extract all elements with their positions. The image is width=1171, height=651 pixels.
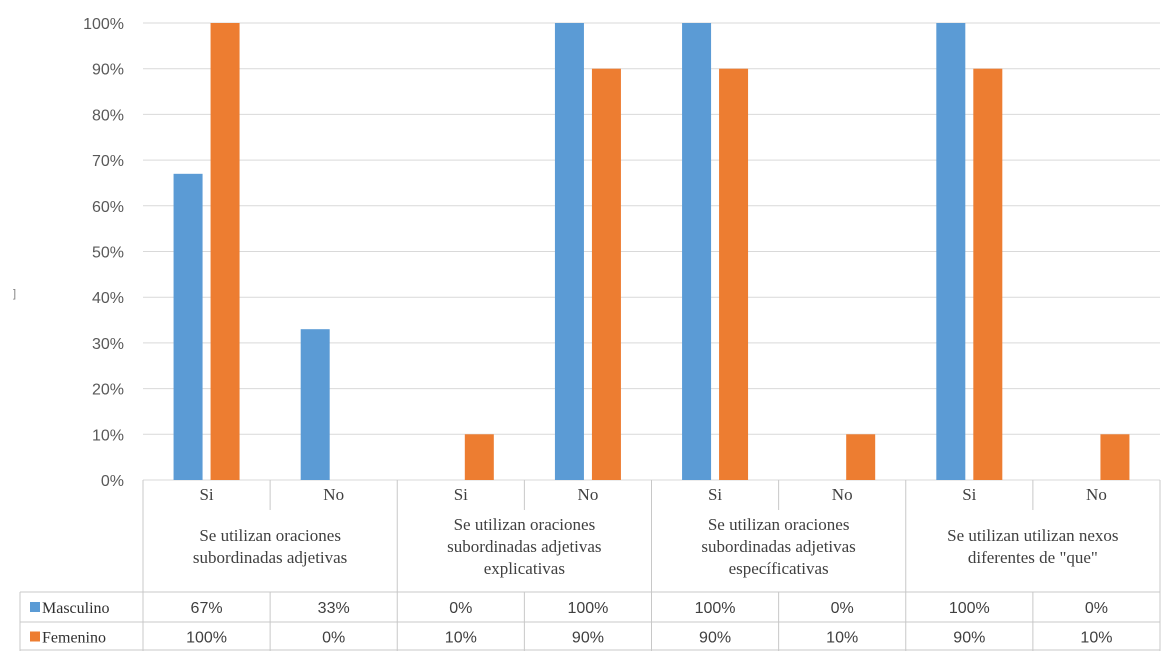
legend-key-femenino (30, 631, 40, 642)
group-label-line: subordinadas adjetivas (193, 548, 347, 567)
y-tick-label: 90% (92, 62, 124, 79)
bar-femenino-3 (591, 68, 621, 480)
group-label-line: Se utilizan oraciones (454, 515, 596, 534)
bar-femenino-2 (464, 434, 494, 480)
data-label: 0% (831, 600, 854, 617)
y-tick-label: 70% (92, 153, 124, 170)
data-label: 10% (1080, 630, 1112, 647)
y-tick-label: 40% (92, 290, 124, 307)
data-label: 100% (695, 600, 736, 617)
category-label: Si (962, 485, 976, 504)
y-tick-label: 20% (92, 382, 124, 399)
bar-masculino-1 (300, 329, 330, 480)
bar-femenino-4 (719, 68, 749, 480)
category-label: No (1086, 485, 1107, 504)
category-label: No (578, 485, 599, 504)
data-table: Si No Si No Si No Si No Se utilizan oraciones sub… (19, 480, 1161, 651)
data-label: 0% (322, 630, 345, 647)
group-label-line: Se utilizan utilizan nexos (947, 526, 1118, 545)
group-label: Se utilizan oraciones subordinadas adjeti… (447, 515, 601, 578)
data-label: 100% (949, 600, 990, 617)
legend-key-masculino (30, 602, 40, 612)
y-tick-label: 30% (92, 336, 124, 353)
legend-label-masculino: Masculino (42, 600, 110, 617)
bar-masculino-0 (173, 173, 203, 480)
bar-femenino-6 (973, 68, 1003, 480)
y-axis-ticks: 0% 10% 20% 30% 40% 50% 60% 70% 80% 90% 100% (83, 16, 124, 490)
y-tick-label: 0% (101, 473, 124, 490)
y-tick-label: 60% (92, 199, 124, 216)
data-label: 90% (572, 630, 604, 647)
y-tick-label: 80% (92, 107, 124, 124)
group-label: Se utilizan oraciones subordinadas adjeti… (193, 526, 347, 567)
data-label: 100% (567, 600, 608, 617)
category-label: No (832, 485, 853, 504)
category-label: Si (708, 485, 722, 504)
data-label: 90% (953, 630, 985, 647)
group-label: Se utilizan oraciones subordinadas adjeti… (701, 515, 855, 578)
y-tick-label: 100% (83, 16, 124, 33)
bar-femenino-7 (1100, 434, 1130, 480)
data-label: 0% (449, 600, 472, 617)
legend-label-femenino: Femenino (42, 630, 106, 647)
stray-mark: ] (13, 288, 16, 300)
category-label: No (323, 485, 344, 504)
group-label-line: subordinadas adjetivas (447, 537, 601, 556)
group-label-line: Se utilizan oraciones (199, 526, 341, 545)
category-label: Si (454, 485, 468, 504)
data-label: 10% (445, 630, 477, 647)
bar-masculino-6 (936, 23, 966, 480)
group-label-line: Se utilizan oraciones (708, 515, 850, 534)
data-label: 67% (191, 600, 223, 617)
group-label-line: diferentes de "que" (968, 548, 1098, 567)
group-label-line: subordinadas adjetivas (701, 537, 855, 556)
y-tick-label: 10% (92, 427, 124, 444)
group-label-line: explicativas (484, 559, 565, 578)
data-label: 33% (318, 600, 350, 617)
group-label: Se utilizan utilizan nexos diferentes de … (947, 526, 1118, 567)
data-label: 10% (826, 630, 858, 647)
data-label: 100% (186, 630, 227, 647)
bars (173, 23, 1130, 480)
bar-masculino-3 (554, 23, 584, 480)
data-label: 90% (699, 630, 731, 647)
bar-femenino-0 (210, 23, 240, 480)
bar-masculino-4 (682, 23, 712, 480)
category-label: Si (199, 485, 213, 504)
gridlines (143, 22, 1160, 481)
y-tick-label: 50% (92, 245, 124, 262)
bar-femenino-5 (846, 434, 876, 480)
group-label-line: específicativas (729, 559, 829, 578)
data-label: 0% (1085, 600, 1108, 617)
